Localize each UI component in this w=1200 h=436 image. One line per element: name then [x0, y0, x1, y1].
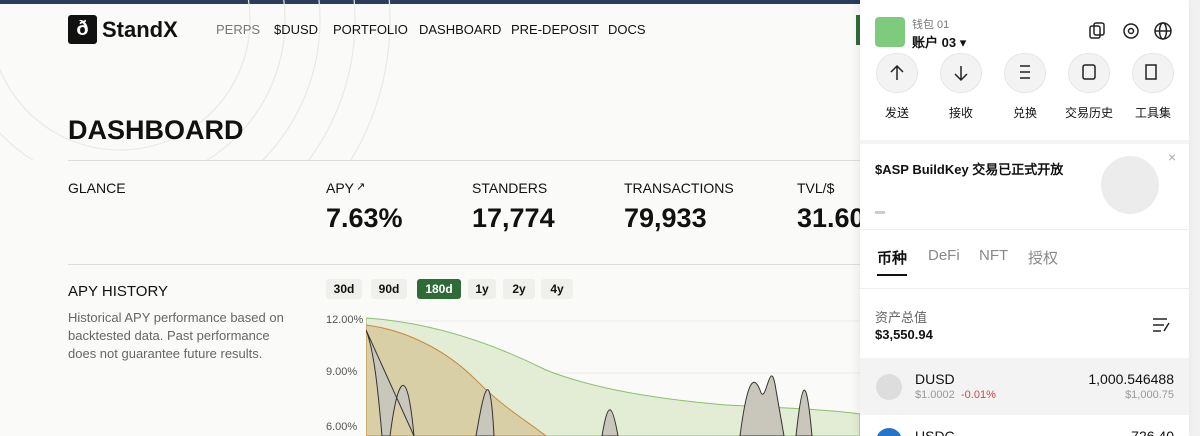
- close-button[interactable]: ×: [1168, 149, 1177, 165]
- stat-label: STANDERS: [472, 180, 548, 196]
- action-label: 接收: [948, 106, 973, 120]
- asset-symbol: DUSD: [915, 371, 955, 387]
- tab-indicator: [877, 274, 907, 276]
- nav-link[interactable]: PRE-DEPOSIT: [511, 22, 600, 37]
- separator: [860, 229, 1189, 230]
- asset-icon: [876, 428, 902, 436]
- logo-text[interactable]: StandX: [102, 17, 178, 42]
- tab[interactable]: DeFi: [928, 247, 960, 264]
- action-button[interactable]: [876, 53, 918, 93]
- wallet-name: 钱包 01: [912, 19, 950, 31]
- banner-image: [1101, 156, 1159, 214]
- asset-value: $1,000.75: [1125, 389, 1174, 401]
- stat-label: TVL/$: [797, 180, 835, 196]
- description: Historical APY performance based on back…: [68, 310, 284, 361]
- nav-link[interactable]: DOCS: [608, 22, 646, 37]
- range-button[interactable]: 1y: [468, 279, 496, 299]
- asset-change: -0.01%: [961, 389, 996, 401]
- divider: [68, 264, 860, 265]
- asset-amount: 726.40: [1131, 428, 1174, 436]
- action-icons: [890, 64, 1157, 82]
- y-axis-label: 9.00%: [326, 366, 358, 378]
- sort-icon[interactable]: [1152, 317, 1170, 333]
- total-label: 资产总值: [875, 310, 928, 325]
- carousel-dots: [875, 211, 885, 214]
- nav-link[interactable]: DASHBOARD: [419, 22, 502, 37]
- wallet-panel: 钱包 01 账户 03 ▾ 发送 接收 兑换 交易历史 工具集 $ASP Bui…: [860, 0, 1189, 436]
- top-strip: [0, 0, 1200, 4]
- stat-label: TRANSACTIONS: [624, 180, 734, 196]
- stat-label[interactable]: APY: [326, 180, 355, 196]
- background-arcs: [0, 0, 391, 160]
- asset-amount: 1,000.546488: [1088, 371, 1174, 387]
- header-icons[interactable]: [1086, 21, 1182, 41]
- external-icon: ↗: [356, 181, 366, 193]
- stat-value: 79,933: [624, 203, 707, 233]
- avatar[interactable]: [875, 17, 905, 47]
- stat-value: 7.63%: [326, 203, 403, 233]
- action-button[interactable]: [1068, 53, 1110, 93]
- logo-icon[interactable]: ð: [68, 15, 97, 44]
- page-title: DASHBOARD: [68, 115, 244, 145]
- nav-link[interactable]: PERPS: [216, 22, 261, 37]
- apy-chart: [366, 317, 860, 436]
- separator: [860, 140, 1189, 144]
- total-value: $3,550.94: [875, 327, 933, 342]
- action-label: 交易历史: [1064, 106, 1113, 120]
- nav-link[interactable]: $DUSD: [274, 22, 319, 37]
- separator: [860, 288, 1189, 289]
- banner-text[interactable]: $ASP BuildKey 交易已正式开放: [875, 162, 1064, 177]
- section-title: APY HISTORY: [68, 283, 169, 300]
- tab[interactable]: 币种: [877, 250, 908, 267]
- y-axis-label: 12.00%: [326, 314, 364, 326]
- tab[interactable]: 授权: [1028, 250, 1059, 267]
- y-axis-label: 6.00%: [326, 421, 358, 433]
- account-selector[interactable]: 账户 03 ▾: [912, 35, 967, 50]
- asset-row[interactable]: [860, 358, 1189, 415]
- action-label: 兑换: [1012, 106, 1037, 120]
- asset-icon: [876, 374, 902, 400]
- section-label: GLANCE: [68, 180, 126, 196]
- stat-value: 17,774: [472, 203, 555, 233]
- asset-price: $1.0002: [915, 389, 955, 401]
- divider: [68, 160, 860, 161]
- range-button[interactable]: 4y: [541, 279, 573, 299]
- asset-symbol: USDC: [915, 428, 955, 436]
- range-button[interactable]: 30d: [326, 279, 362, 299]
- backdrop: [1189, 0, 1200, 436]
- action-label: 发送: [884, 106, 909, 120]
- range-button[interactable]: 180d: [417, 279, 461, 299]
- tab[interactable]: NFT: [979, 247, 1009, 264]
- stat-value: 31.60: [797, 203, 865, 233]
- action-label: 工具集: [1134, 106, 1171, 120]
- range-button[interactable]: 90d: [371, 279, 407, 299]
- nav-link[interactable]: PORTFOLIO: [333, 22, 408, 37]
- action-button[interactable]: [1132, 53, 1174, 93]
- account-name[interactable]: 账户 03: [912, 35, 957, 50]
- range-button[interactable]: 2y: [503, 279, 535, 299]
- action-button[interactable]: [1004, 53, 1046, 93]
